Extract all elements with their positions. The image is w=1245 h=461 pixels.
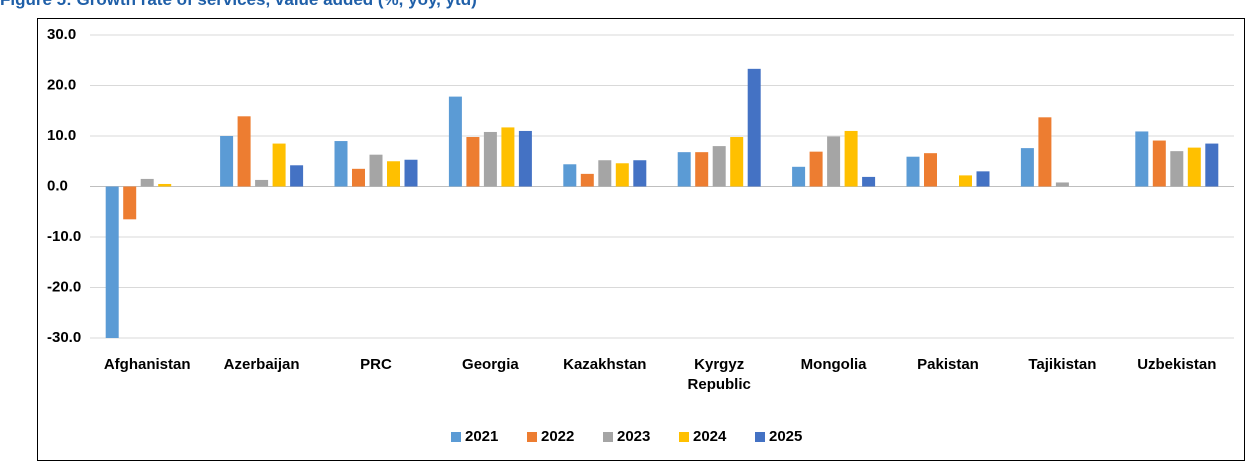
bar (580, 173, 594, 187)
bar (730, 137, 744, 187)
bar (1055, 182, 1069, 187)
bar (220, 136, 234, 187)
bar (844, 130, 858, 187)
chart-title: Figure 5: Growth rate of services, value… (0, 0, 477, 10)
x-tick-label: Kyrgyz Republic (687, 356, 751, 393)
legend-label: 2021 (465, 428, 498, 445)
bar (483, 131, 497, 187)
bar (501, 127, 515, 187)
bar (747, 68, 761, 187)
x-tick-label: Azerbaijan (223, 356, 300, 373)
x-tick-label: Tajikistan (1028, 356, 1097, 373)
bar (598, 160, 612, 187)
legend-swatch (755, 432, 765, 442)
y-tick-label: -20.0 (47, 278, 81, 295)
bar (140, 178, 154, 187)
bar (158, 183, 172, 187)
bar (404, 159, 418, 187)
bar (237, 116, 251, 187)
legend-label: 2025 (769, 428, 802, 445)
bar (906, 156, 920, 187)
bar (255, 179, 269, 187)
y-tick-label: -10.0 (47, 228, 81, 245)
legend-swatch (527, 432, 537, 442)
bar (466, 137, 480, 187)
bar (712, 146, 726, 187)
bar (352, 168, 365, 187)
bar (1187, 147, 1201, 187)
legend-swatch (603, 432, 613, 442)
bar (1020, 148, 1034, 187)
bar (792, 166, 806, 187)
bar (563, 164, 577, 187)
bar (615, 163, 629, 187)
y-tick-label: -30.0 (47, 329, 81, 346)
bar (1038, 117, 1052, 187)
x-tick-label: Kazakhstan (563, 356, 647, 373)
bar (976, 171, 990, 187)
bar (448, 96, 462, 187)
bar (369, 154, 383, 187)
bar (1152, 140, 1166, 187)
bar (272, 143, 286, 187)
x-tick-label: Afghanistan (103, 356, 191, 373)
y-tick-label: 10.0 (47, 127, 76, 144)
x-tick-label: Uzbekistan (1137, 356, 1217, 373)
bar (387, 161, 400, 187)
legend-swatch (451, 432, 461, 442)
y-tick-label: 30.0 (47, 26, 76, 43)
legend-label: 2024 (693, 428, 727, 445)
legend-label: 2023 (617, 428, 650, 445)
bar (862, 176, 876, 187)
y-tick-label: 20.0 (47, 76, 76, 93)
bar (1135, 131, 1149, 187)
bar (633, 160, 647, 187)
x-tick-label: PRC (360, 356, 392, 373)
y-tick-label: 0.0 (47, 177, 68, 194)
bar (334, 141, 348, 187)
legend-label: 2022 (541, 428, 574, 445)
x-tick-label: Mongolia (800, 356, 867, 373)
bar (105, 186, 119, 338)
bar (518, 130, 532, 187)
bar (809, 151, 823, 187)
bar (1205, 143, 1219, 187)
bar (1170, 151, 1184, 187)
bar (695, 152, 709, 187)
legend-swatch (679, 432, 689, 442)
bar (924, 153, 937, 187)
bar (959, 175, 972, 187)
bar (123, 186, 137, 220)
bar (827, 136, 841, 187)
bar (290, 165, 304, 187)
x-tick-label: Pakistan (917, 356, 979, 373)
x-tick-label: Georgia (462, 356, 519, 373)
bar (677, 152, 691, 187)
